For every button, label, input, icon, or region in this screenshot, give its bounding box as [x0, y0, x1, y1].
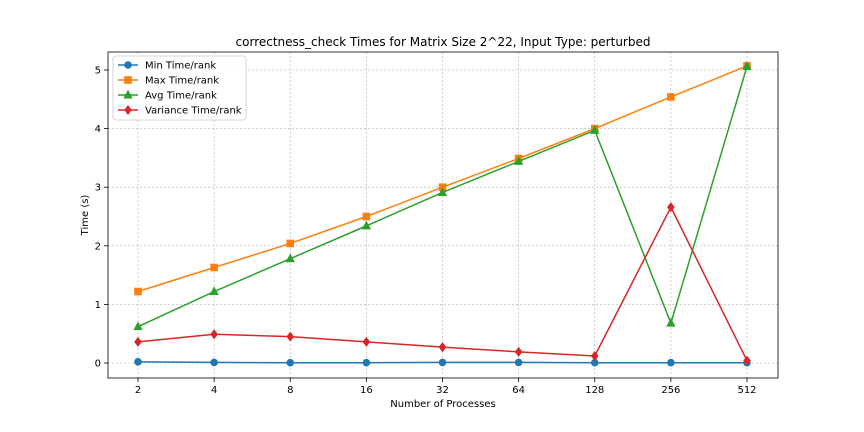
x-tick-label: 8	[287, 385, 293, 396]
data-point	[210, 358, 218, 367]
series-group	[133, 61, 752, 367]
data-point	[285, 253, 295, 263]
data-point	[286, 358, 295, 367]
y-tick-label: 4	[95, 124, 101, 135]
legend: Min Time/rank Max Time/rank Avg Time/rank V…	[112, 55, 247, 121]
data-point	[437, 187, 448, 196]
data-point	[743, 355, 751, 366]
legend-box	[112, 55, 247, 121]
data-point	[514, 358, 523, 367]
legend-item: Avg Time/rank	[118, 89, 217, 102]
data-point	[666, 317, 676, 327]
plot-area-frame	[107, 51, 779, 379]
series-variance-time-rank	[134, 202, 751, 366]
data-point	[742, 61, 752, 70]
x-tick-label: 64	[512, 385, 525, 396]
series-min-time-rank	[134, 358, 751, 367]
legend-marker	[124, 104, 132, 116]
x-tick-label: 4	[211, 385, 217, 396]
legend-item: Min Time/rank	[118, 61, 216, 72]
data-point	[210, 263, 218, 272]
legend-label: Min Time/rank	[145, 61, 216, 72]
chart-title: correctness_check Times for Matrix Size …	[236, 35, 651, 49]
data-point	[514, 346, 523, 357]
legend-item: Variance Time/rank	[118, 104, 242, 117]
legend-label: Avg Time/rank	[145, 91, 217, 102]
data-point	[362, 358, 371, 367]
data-point	[362, 336, 371, 347]
data-point	[286, 239, 295, 248]
data-point	[209, 286, 219, 296]
y-axis-label: Time (s)	[80, 195, 91, 237]
data-point	[210, 329, 218, 340]
y-tick-label: 2	[95, 241, 101, 252]
y-tick-label: 5	[95, 66, 101, 77]
legend-item: Max Time/rank	[118, 76, 219, 87]
data-point	[362, 212, 371, 221]
data-point	[134, 287, 142, 296]
x-tick-label: 256	[661, 385, 680, 396]
legend-label: Max Time/rank	[145, 76, 219, 87]
data-point	[667, 202, 675, 213]
data-point	[590, 125, 600, 134]
x-tick-label: 2	[135, 385, 141, 396]
x-tick-label: 128	[585, 385, 604, 396]
y-tick-label: 1	[95, 300, 101, 311]
data-point	[590, 350, 599, 361]
y-axis: 0 1 2 3 4 5	[95, 66, 108, 370]
data-point	[667, 93, 675, 101]
legend-marker	[124, 61, 132, 69]
data-point	[438, 342, 447, 353]
x-tick-label: 32	[436, 385, 449, 396]
data-point	[133, 321, 143, 331]
data-point	[438, 358, 447, 367]
x-tick-label: 512	[737, 385, 756, 396]
y-tick-label: 0	[95, 359, 101, 370]
data-point	[667, 358, 675, 367]
y-tick-label: 3	[95, 183, 101, 194]
legend-marker	[123, 89, 133, 99]
data-point	[361, 220, 372, 230]
x-axis: 2 4 8 16 32 64 128 256 512	[135, 378, 757, 396]
x-tick-label: 16	[360, 385, 373, 396]
legend-label: Variance Time/rank	[145, 106, 242, 117]
data-point	[134, 358, 142, 366]
data-point	[286, 331, 295, 342]
legend-marker	[124, 76, 132, 84]
data-point	[513, 156, 524, 165]
data-point	[134, 336, 142, 347]
x-axis-label: Number of Processes	[390, 399, 495, 410]
series-avg-time-rank	[133, 61, 752, 331]
